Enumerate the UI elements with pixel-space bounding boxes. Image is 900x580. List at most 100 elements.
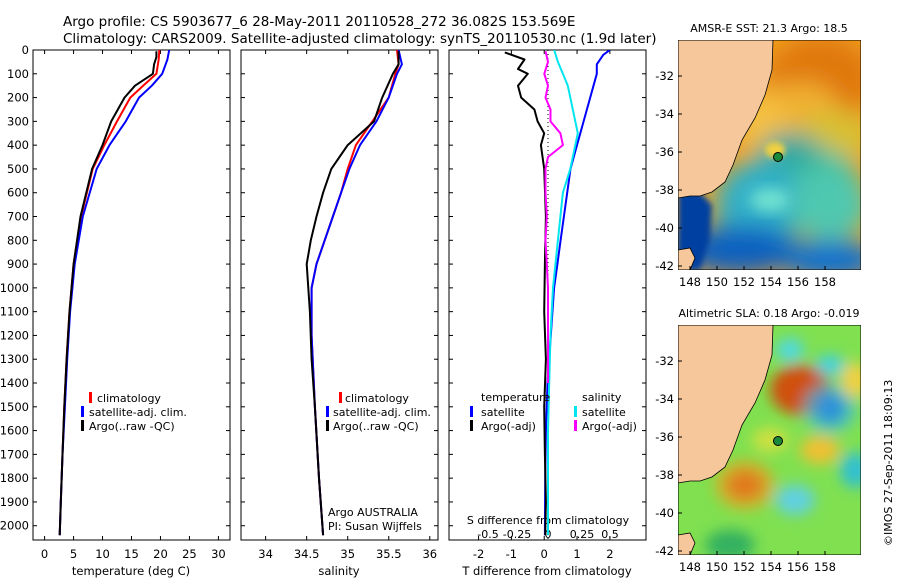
depth-tick-label: 900: [7, 257, 29, 271]
legend-swatch-t-argo: [470, 420, 473, 431]
sst-map-axes: 148 150 152 154 156 158 -32 -34 -36 -38 -40 -42: [655, 69, 836, 289]
x-tick-label: 20: [153, 547, 168, 561]
satellite-line: [58, 50, 171, 536]
temperature-x-axis: 0 5 10 15 20 25 30: [41, 50, 226, 561]
legend-swatch-climatology: [339, 392, 342, 403]
x-tick-label: 35: [340, 547, 355, 561]
map-x-tick-label: 154: [760, 560, 782, 574]
s-difference-x-axis: -0.5-0.2500.250.5: [477, 528, 618, 541]
legend-swatch-satellite: [81, 406, 84, 417]
temperature-axis-label: temperature (deg C): [72, 564, 190, 578]
sla-map-title: Altimetric SLA: 0.18 Argo: -0.019: [679, 307, 860, 320]
climatology-line: [310, 50, 400, 536]
x-tick-label: 10: [95, 547, 110, 561]
s-tick-label: -0.5: [477, 528, 498, 541]
map-x-tick-label: 158: [814, 560, 836, 574]
x-tick-label: -2: [473, 547, 484, 561]
sla-map: [678, 325, 861, 555]
map-y-tick-label: -34: [655, 392, 674, 406]
x-tick-label: 36: [422, 547, 437, 561]
sst-map-title: AMSR-E SST: 21.3 Argo: 18.5: [690, 22, 848, 35]
climatology-line: [58, 50, 161, 536]
salinity-lines: [305, 50, 403, 536]
salinity-x-axis: 34 34.5 35 35.5 36: [258, 50, 437, 561]
depth-tick-label: 1600: [0, 424, 29, 438]
legend-label: satellite: [481, 406, 525, 419]
salinity-axis-label: salinity: [318, 564, 359, 578]
depth-tick-label: 1000: [0, 281, 29, 295]
map-y-tick-label: -42: [655, 259, 674, 273]
legend-swatch-s-satellite: [574, 406, 577, 417]
header-line-1: Argo profile: CS 5903677_6 28-May-2011 2…: [63, 14, 575, 30]
depth-tick-label: 1700: [0, 447, 29, 461]
credit-stamp: ©IMOS 27-Sep-2011 18:09:13: [882, 380, 895, 546]
sst-map: [678, 40, 861, 270]
map-x-tick-label: 152: [733, 275, 755, 289]
x-tick-label: 35.5: [376, 547, 402, 561]
argo-annotation-1: Argo AUSTRALIA: [328, 506, 418, 519]
legend-group-salinity: salinity: [582, 391, 622, 404]
legend-swatch-s-argo: [574, 420, 577, 431]
x-tick-label: 0: [41, 547, 48, 561]
map-x-tick-label: 150: [706, 275, 728, 289]
sla-argo-marker: [773, 436, 783, 446]
legend-label: satellite: [582, 406, 626, 419]
x-tick-label: 1: [573, 547, 580, 561]
depth-tick-label: 1500: [0, 400, 29, 414]
x-tick-label: 34: [258, 547, 273, 561]
salinity-legend: climatology satellite-adj. clim. Argo(..…: [326, 392, 431, 433]
argo-line: [305, 51, 400, 536]
s-tick-label: -0.25: [503, 528, 531, 541]
depth-tick-label: 800: [7, 233, 29, 247]
depth-tick-label: 100: [7, 67, 29, 81]
depth-tick-label: 1100: [0, 305, 29, 319]
legend-group-temperature: temperature: [481, 391, 550, 404]
temperature-legend: climatology satellite-adj. clim. Argo(..…: [81, 392, 187, 433]
temperature-lines: [58, 50, 171, 536]
legend-label: climatology: [97, 392, 161, 405]
salinity-panel: [240, 49, 439, 541]
map-x-tick-label: 148: [679, 275, 701, 289]
depth-tick-label: 400: [7, 138, 29, 152]
difference-legend: temperature salinity satellite Argo(-adj…: [470, 391, 637, 433]
map-y-tick-label: -38: [655, 183, 674, 197]
legend-label: satellite-adj. clim.: [333, 406, 431, 419]
x-tick-label: 15: [124, 547, 139, 561]
map-x-tick-label: 158: [814, 275, 836, 289]
legend-label: climatology: [345, 392, 409, 405]
x-tick-label: -1: [506, 547, 517, 561]
s-argo-line: [543, 50, 564, 383]
t-satellite-line: [543, 50, 611, 536]
map-y-tick-label: -36: [655, 430, 674, 444]
map-y-tick-label: -34: [655, 107, 674, 121]
legend-label: Argo(-adj): [582, 420, 637, 433]
sst-argo-marker: [773, 152, 783, 162]
depth-tick-label: 1200: [0, 328, 29, 342]
depth-tick-label: 700: [7, 210, 29, 224]
header-line-2: Climatology: CARS2009. Satellite-adjuste…: [63, 31, 656, 47]
x-tick-label: 0: [541, 547, 548, 561]
s-tick-label: 0.25: [570, 528, 595, 541]
map-x-tick-label: 150: [706, 560, 728, 574]
depth-tick-label: 0: [22, 43, 29, 57]
depth-tick-label: 1400: [0, 376, 29, 390]
legend-swatch-t-satellite: [470, 406, 473, 417]
depth-tick-label: 1300: [0, 352, 29, 366]
t-difference-axis-label: T difference from climatology: [461, 564, 632, 578]
legend-swatch-climatology: [89, 392, 92, 403]
depth-axis: 0 100 200 300 400 500 600 700 800 900 1000 1100 1200…: [0, 43, 646, 533]
legend-label: Argo(-adj): [481, 420, 536, 433]
depth-tick-label: 1800: [0, 471, 29, 485]
legend-swatch-argo: [81, 420, 84, 431]
x-tick-label: 5: [70, 547, 77, 561]
depth-tick-label: 600: [7, 186, 29, 200]
x-tick-label: 34.5: [294, 547, 320, 561]
argo-line: [58, 51, 158, 536]
map-y-tick-label: -42: [655, 544, 674, 558]
s-tick-label: 0.5: [601, 528, 619, 541]
argo-annotation-2: PI: Susan Wijffels: [328, 520, 422, 533]
satellite-line: [310, 50, 403, 536]
sla-map-axes: 148 150 152 154 156 158 -32 -34 -36 -38 -40 -42: [655, 354, 836, 574]
difference-lines: [504, 50, 611, 536]
